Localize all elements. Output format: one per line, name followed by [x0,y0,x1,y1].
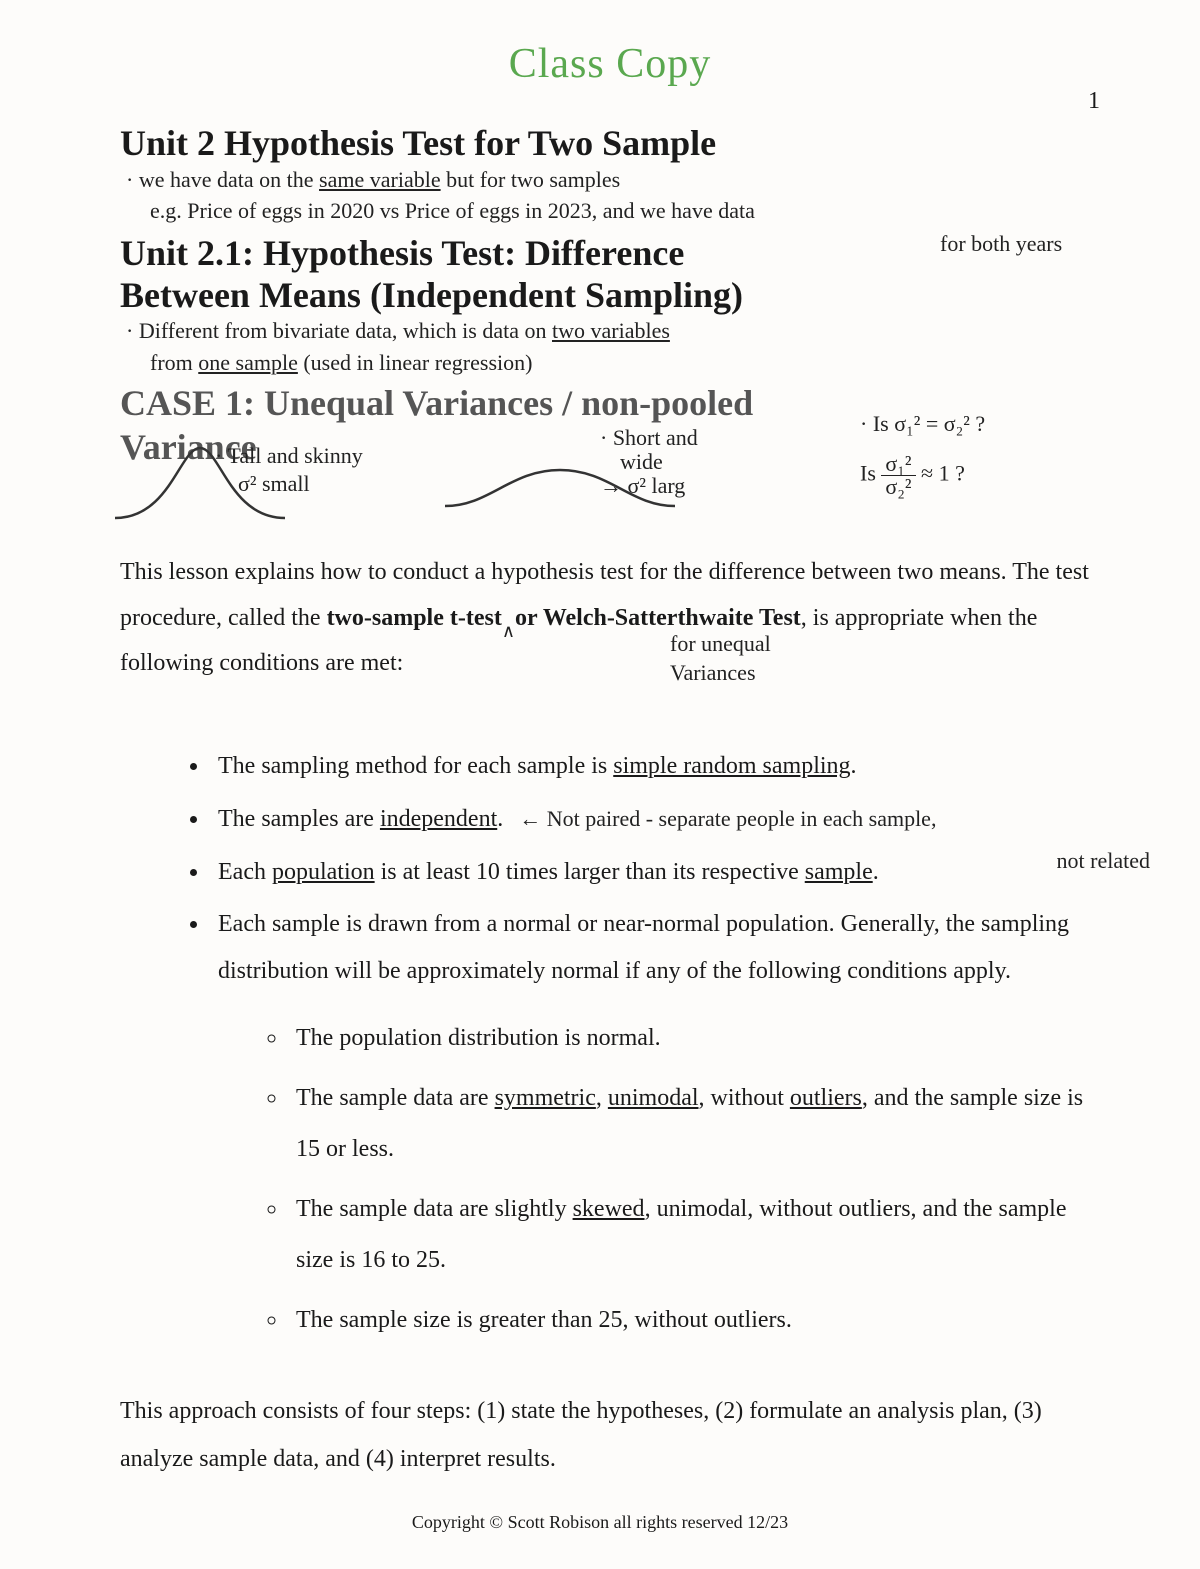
sigma-questions: · Is σ₁² = σ₂² ? Is σ₁² σ₂² ≈ 1 ? [860,410,1070,498]
page-number: 1 [1088,88,1100,115]
hand-note-bivariate-1: · Different from bivariate data, which i… [126,317,1100,346]
tall-curve: · Tall and skinny σ² small [110,436,340,531]
intro-paragraph: This lesson explains how to conduct a hy… [120,550,1100,687]
condition-normal: Each sample is drawn from a normal or ne… [210,901,1100,1345]
wide-curve: · Short and wide → σ² larg [440,436,700,521]
hand-note-both-years: for both years [940,230,1140,259]
unit2-title: Unit 2 Hypothesis Test for Two Sample [120,122,1100,164]
unit21-title-line2: Between Means (Independent Sampling) [120,274,1100,316]
condition-srs: The sampling method for each sample is s… [210,743,1100,790]
condition-independent: The samples are independent. ← Not paire… [210,796,1100,843]
class-copy-heading: Class Copy [120,40,1100,88]
sub-symmetric: The sample data are symmetric, unimodal,… [288,1073,1100,1174]
hand-note-eggs: e.g. Price of eggs in 2020 vs Price of e… [150,197,1100,226]
closing-paragraph: This approach consists of four steps: (1… [120,1387,1100,1483]
conditions-list: The sampling method for each sample is s… [210,743,1100,1345]
sub-skewed: The sample data are slightly skewed, uni… [288,1184,1100,1285]
normal-sublist: The population distribution is normal. T… [288,1013,1100,1345]
hand-note-same-variable: · we have data on the same variable but … [126,166,1100,195]
condition-population: Each population is at least 10 times lar… [210,849,1100,896]
hand-note-bivariate-2: from one sample (used in linear regressi… [150,349,1100,378]
variance-diagram-row: Variance · Tall and skinny σ² small · Sh… [120,432,1100,532]
copyright: Copyright © Scott Robison all rights res… [0,1512,1200,1533]
sub-large-n: The sample size is greater than 25, with… [288,1295,1100,1345]
sub-normal-pop: The population distribution is normal. [288,1013,1100,1063]
